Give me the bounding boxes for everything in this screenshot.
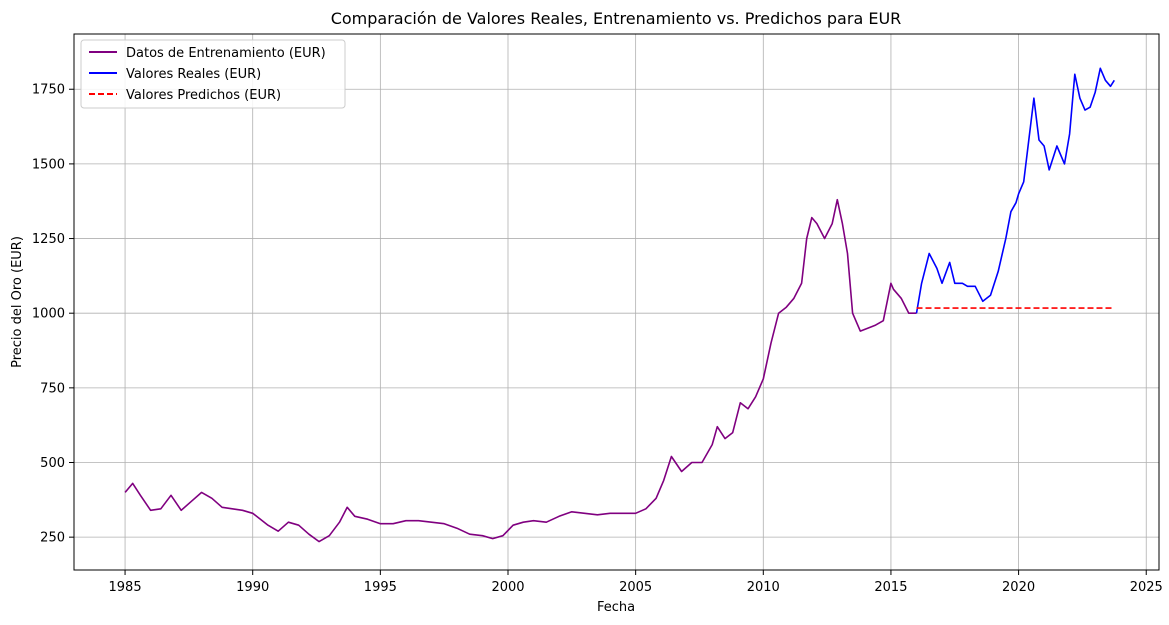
y-tick-label: 750 (40, 381, 65, 396)
y-tick-label: 250 (40, 531, 65, 546)
legend-box (80, 39, 346, 109)
y-axis-label: Precio del Oro (EUR) (10, 236, 25, 368)
x-tick-label: 2020 (1002, 580, 1035, 595)
series-line-training (124, 198, 917, 543)
legend-label-real: Valores Reales (EUR) (126, 67, 261, 82)
plot-frame (73, 33, 1160, 571)
y-tick-label: 1000 (32, 307, 65, 322)
x-tick-label: 2010 (747, 580, 780, 595)
y-tick-label: 1750 (32, 83, 65, 98)
y-tick-label: 1250 (32, 232, 65, 247)
legend: Datos de Entrenamiento (EUR) Valores Rea… (80, 39, 346, 109)
x-tick-label: 1985 (109, 580, 142, 595)
grid (74, 34, 1159, 570)
x-axis-label: Fecha (597, 600, 635, 615)
x-tick-label: 1995 (364, 580, 397, 595)
x-tick-label: 2000 (491, 580, 524, 595)
x-tick-label: 2005 (619, 580, 652, 595)
chart-title: Comparación de Valores Reales, Entrenami… (331, 9, 902, 28)
x-tick-label: 1990 (236, 580, 269, 595)
y-tick-label: 500 (40, 456, 65, 471)
x-tick-label: 2025 (1130, 580, 1163, 595)
legend-label-predicted: Valores Predichos (EUR) (126, 88, 281, 103)
series-layer (124, 67, 1115, 543)
y-tick-label: 1500 (32, 157, 65, 172)
x-tick-label: 2015 (874, 580, 907, 595)
x-axis: 1985 1990 1995 2000 2005 2010 2015 2020 2025 (109, 570, 1163, 595)
series-line-real (915, 67, 1115, 314)
legend-label-training: Datos de Entrenamiento (EUR) (126, 46, 326, 61)
y-axis: 250 500 750 1000 1250 1500 1750 (32, 83, 74, 546)
